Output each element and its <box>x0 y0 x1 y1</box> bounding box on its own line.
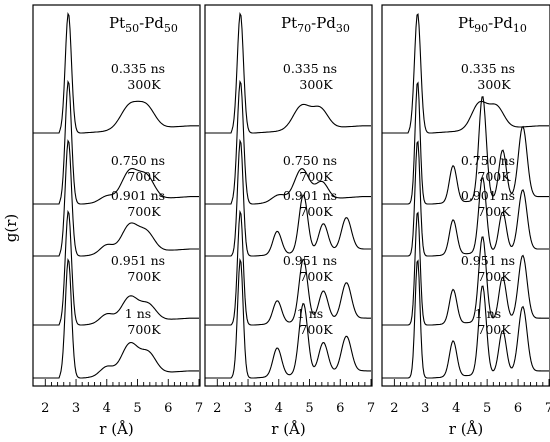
panel-title: Pt90-Pd10 <box>458 14 527 35</box>
x-tick-label: 5 <box>483 401 491 416</box>
curve-temp-label: 300K <box>477 77 511 92</box>
curve-time-label: 0.901 ns <box>461 188 515 203</box>
curve-temp-label: 700K <box>299 269 333 284</box>
panel-title: Pt70-Pd30 <box>281 14 350 35</box>
rdf-curve-3 <box>382 140 549 257</box>
rdf-curve-2 <box>205 79 371 205</box>
curve-time-label: 0.335 ns <box>461 61 515 76</box>
panel-frame <box>32 4 201 387</box>
x-tick-label: 7 <box>367 401 375 416</box>
curve-time-label: 0.750 ns <box>111 153 165 168</box>
x-tick-label: 4 <box>452 401 460 416</box>
x-tick-label: 4 <box>275 401 283 416</box>
curve-time-label: 0.750 ns <box>461 153 515 168</box>
x-axis-label: r (Å) <box>271 420 305 438</box>
curve-temp-label: 300K <box>127 77 161 92</box>
curve-temp-label: 700K <box>299 322 333 337</box>
curve-temp-label: 700K <box>477 169 511 184</box>
rdf-curve-4 <box>205 209 371 326</box>
x-tick-label: 5 <box>133 401 141 416</box>
panel-frame <box>381 4 550 387</box>
curve-temp-label: 700K <box>127 204 161 219</box>
rdf-curve-5 <box>33 257 199 379</box>
curve-time-label: 0.951 ns <box>283 253 337 268</box>
x-tick-label: 3 <box>72 401 80 416</box>
x-axis-label: r (Å) <box>99 420 133 438</box>
rdf-curve-2 <box>382 81 549 205</box>
rdf-curve-5 <box>382 259 549 379</box>
curve-temp-label: 700K <box>477 204 511 219</box>
x-tick-label: 4 <box>103 401 111 416</box>
curve-temp-label: 300K <box>299 77 333 92</box>
rdf-curve-1 <box>33 11 199 134</box>
curve-temp-label: 700K <box>127 322 161 337</box>
x-tick-label: 2 <box>213 401 221 416</box>
curve-time-label: 0.901 ns <box>111 188 165 203</box>
rdf-curve-1 <box>382 13 549 134</box>
x-tick-label: 6 <box>164 401 172 416</box>
rdf-curve-3 <box>205 138 371 257</box>
y-axis-label: g(r) <box>2 214 20 242</box>
x-axis-label: r (Å) <box>449 420 483 438</box>
rdf-curve-3 <box>33 139 199 257</box>
curve-time-label: 0.951 ns <box>461 253 515 268</box>
curve-time-label: 1 ns <box>475 306 501 321</box>
rdf-curve-1 <box>205 11 371 134</box>
rdf-curve-5 <box>205 257 371 379</box>
curve-temp-label: 700K <box>299 204 333 219</box>
curve-temp-label: 700K <box>127 169 161 184</box>
panel-frame <box>204 4 373 387</box>
curve-time-label: 0.901 ns <box>283 188 337 203</box>
x-tick-label: 7 <box>195 401 203 416</box>
curve-temp-label: 700K <box>477 269 511 284</box>
rdf-curve-2 <box>33 79 199 205</box>
x-tick-label: 5 <box>305 401 313 416</box>
x-tick-label: 6 <box>514 401 522 416</box>
panel-title: Pt50-Pd50 <box>109 14 178 35</box>
curve-time-label: 0.335 ns <box>283 61 337 76</box>
rdf-curve-4 <box>382 211 549 326</box>
x-tick-label: 3 <box>421 401 429 416</box>
rdf-curve-4 <box>33 209 199 326</box>
curve-temp-label: 700K <box>127 269 161 284</box>
curve-time-label: 0.335 ns <box>111 61 165 76</box>
x-tick-label: 6 <box>336 401 344 416</box>
curve-temp-label: 700K <box>299 169 333 184</box>
curve-time-label: 0.750 ns <box>283 153 337 168</box>
curve-time-label: 1 ns <box>125 306 151 321</box>
x-tick-label: 3 <box>244 401 252 416</box>
curve-temp-label: 700K <box>477 322 511 337</box>
curve-time-label: 0.951 ns <box>111 253 165 268</box>
curve-time-label: 1 ns <box>297 306 323 321</box>
x-tick-label: 7 <box>545 401 550 416</box>
x-tick-label: 2 <box>390 401 398 416</box>
x-tick-label: 2 <box>41 401 49 416</box>
